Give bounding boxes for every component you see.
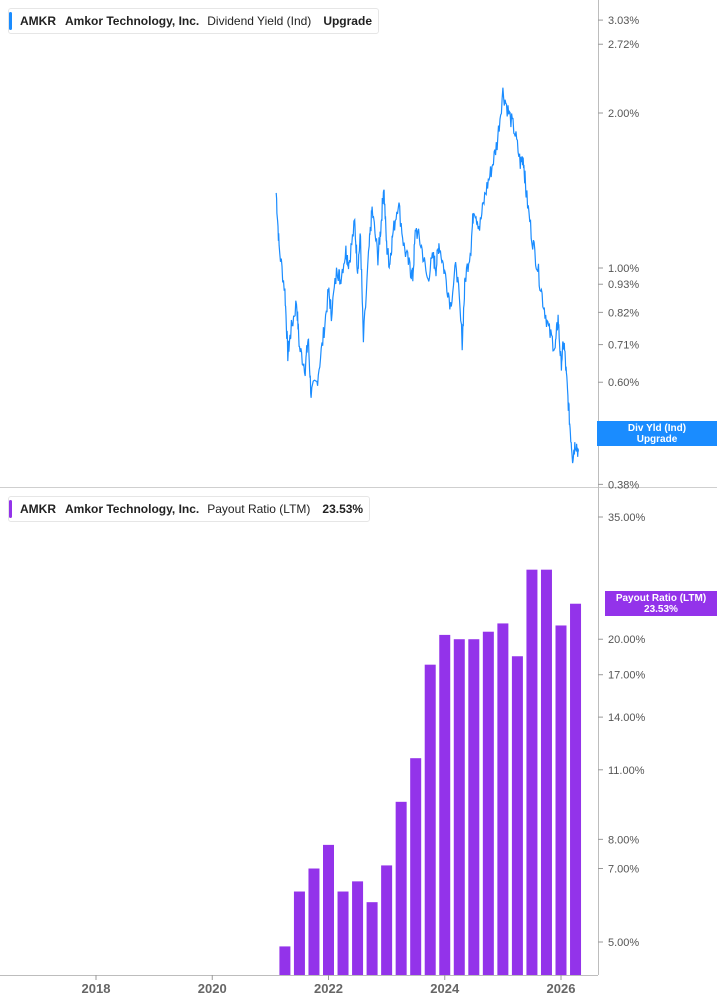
top-legend-ticker: AMKR [20, 14, 56, 28]
bottom-y-tick-label: 35.00% [608, 512, 646, 524]
top-y-tick-label: 1.00% [608, 263, 639, 275]
x-tick-label: 2020 [198, 981, 227, 996]
top-y-tick-label: 0.71% [608, 340, 639, 352]
dividend-yield-line [275, 87, 579, 464]
bottom-legend-swatch [9, 500, 12, 518]
payout-bar [526, 569, 538, 975]
bottom-y-tick-label: 20.00% [608, 634, 646, 646]
bottom-legend-value: 23.53% [322, 502, 364, 516]
payout-bar [468, 639, 480, 975]
bottom-y-axis: 35.00% 20.00% 17.00% 14.00% 11.00% 8.00% 7.00%… [598, 512, 646, 949]
top-legend-metric: Dividend Yield (Ind) [207, 14, 312, 28]
dividend-yield-path [275, 87, 579, 464]
payout-bar [337, 891, 349, 975]
bottom-legend-company: Amkor Technology, Inc. [65, 502, 200, 516]
bottom-y-tick-label: 11.00% [608, 765, 645, 777]
top-legend[interactable]: AMKR Amkor Technology, Inc. Dividend Yie… [8, 8, 379, 34]
payout-bar [308, 868, 320, 975]
payout-bar [381, 865, 393, 975]
payout-bar [323, 844, 334, 975]
payout-bar [424, 664, 436, 975]
bottom-flag: Payout Ratio (LTM) 23.53% [605, 591, 717, 616]
bottom-legend-metric: Payout Ratio (LTM) [207, 502, 311, 516]
payout-bar [293, 891, 305, 975]
bottom-flag-label: Payout Ratio (LTM) [615, 592, 707, 604]
payout-bar [540, 569, 552, 975]
top-flag-value: Upgrade [636, 433, 678, 445]
top-y-tick-label: 0.60% [608, 377, 639, 389]
bottom-y-tick-label: 5.00% [608, 937, 639, 949]
top-y-tick-label: 0.82% [608, 307, 639, 319]
payout-bar [395, 801, 407, 975]
top-y-tick-label: 2.00% [608, 108, 639, 120]
payout-bar [279, 946, 291, 975]
bottom-flag-value: 23.53% [644, 603, 678, 615]
x-tick-label: 2022 [314, 981, 343, 996]
top-legend-upgrade-link[interactable]: Upgrade [323, 14, 372, 28]
payout-bar [511, 656, 523, 975]
bottom-y-tick-label: 17.00% [608, 670, 646, 682]
payout-bar [555, 625, 567, 975]
payout-bar [482, 631, 494, 975]
top-flag-label: Div Yld (Ind) [627, 422, 687, 434]
top-y-tick-label: 2.72% [608, 39, 639, 51]
top-flag: Div Yld (Ind) Upgrade [597, 421, 717, 446]
x-tick-label: 2024 [430, 981, 460, 996]
payout-bar [453, 639, 465, 975]
bottom-legend-ticker: AMKR [20, 502, 56, 516]
payout-bar [570, 603, 582, 975]
payout-bar [410, 758, 422, 975]
bottom-legend[interactable]: AMKR Amkor Technology, Inc. Payout Ratio… [8, 496, 371, 522]
bottom-y-tick-label: 14.00% [608, 712, 646, 724]
payout-bar [497, 623, 509, 975]
x-axis: 2018 2020 2022 2024 2026 [82, 975, 576, 996]
top-y-tick-label: 0.38% [608, 479, 639, 491]
x-tick-label: 2018 [82, 981, 111, 996]
payout-bar [352, 881, 364, 975]
top-legend-swatch [9, 12, 12, 30]
payout-bar [439, 634, 451, 975]
bottom-y-tick-label: 7.00% [608, 864, 639, 876]
top-y-axis: 3.03% 2.72% 2.00% 1.00% 0.93% 0.82% 0.71% 0.60%… [598, 15, 639, 491]
top-legend-company: Amkor Technology, Inc. [65, 14, 200, 28]
top-y-tick-label: 0.93% [608, 279, 639, 291]
payout-ratio-bars [279, 569, 582, 975]
payout-bar [366, 902, 378, 975]
x-tick-label: 2026 [547, 981, 576, 996]
top-y-tick-label: 3.03% [608, 15, 639, 27]
bottom-y-tick-label: 8.00% [608, 834, 639, 846]
